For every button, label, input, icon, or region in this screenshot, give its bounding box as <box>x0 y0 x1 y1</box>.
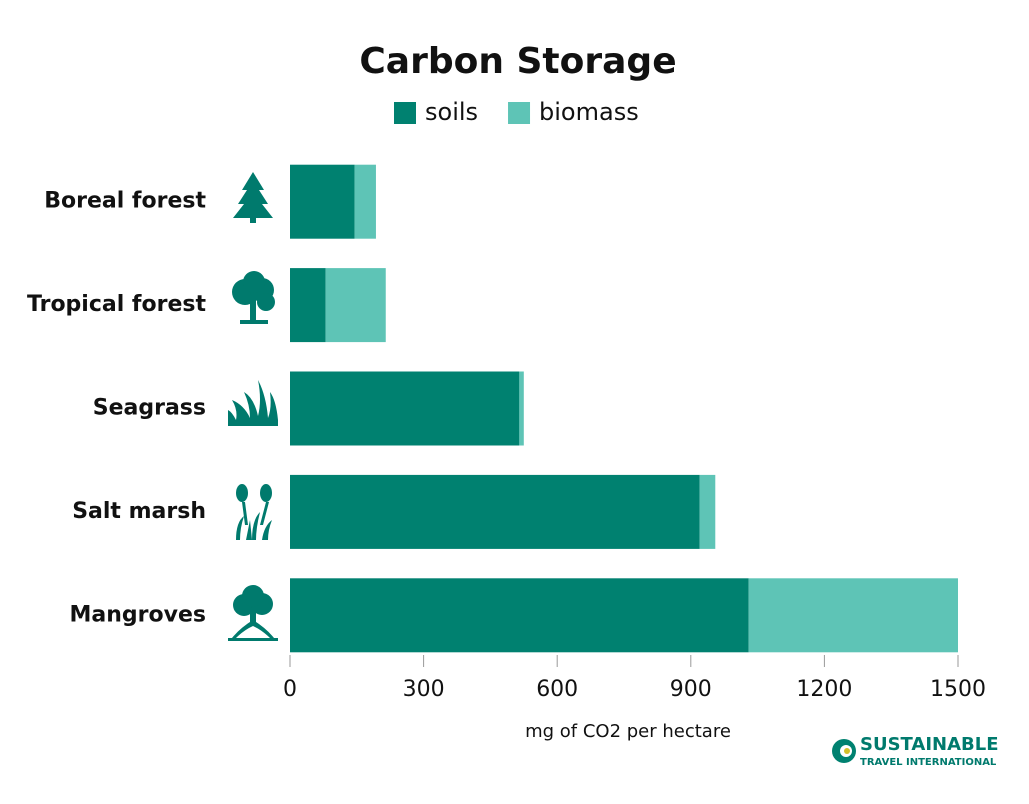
x-axis-label: mg of CO2 per hectare <box>525 721 731 742</box>
bar-segment <box>290 474 700 549</box>
bar-segment <box>290 164 355 239</box>
legend-swatch <box>508 102 531 124</box>
x-tick-label: 300 <box>403 677 445 702</box>
bar-segment <box>354 164 376 239</box>
bar-segment <box>519 371 524 446</box>
x-tick-label: 1200 <box>796 677 852 702</box>
bar-segment <box>290 578 749 653</box>
chart-title: Carbon Storage <box>359 41 676 82</box>
x-tick-label: 0 <box>283 677 297 702</box>
icons <box>228 172 278 641</box>
logo-subtext: TRAVEL INTERNATIONAL <box>860 757 997 768</box>
bar-segment <box>325 268 386 343</box>
bar-segment <box>748 578 958 653</box>
cattail-icon <box>236 484 272 540</box>
bar-segment <box>699 474 716 549</box>
x-tick-label: 600 <box>536 677 578 702</box>
broadleaf-icon <box>232 271 275 324</box>
logo-mark-dot <box>844 748 850 754</box>
category-label: Salt marsh <box>72 499 206 524</box>
x-tick-label: 1500 <box>930 677 986 702</box>
logo-text: SUSTAINABLE <box>860 734 999 755</box>
legend-label: biomass <box>539 98 639 126</box>
x-tick-label: 900 <box>670 677 712 702</box>
logo: SUSTAINABLE TRAVEL INTERNATIONAL <box>832 734 999 768</box>
tree-icon <box>233 172 273 223</box>
category-label: Mangroves <box>70 602 206 627</box>
bar-segment <box>290 371 520 446</box>
legend: soils biomass <box>394 98 639 126</box>
legend-label: soils <box>425 98 478 126</box>
category-label: Boreal forest <box>44 189 206 214</box>
category-label: Tropical forest <box>27 292 206 317</box>
category-label: Seagrass <box>93 396 206 421</box>
seagrass-icon <box>228 380 278 426</box>
legend-swatch <box>394 102 416 124</box>
mangrove-icon <box>228 585 278 641</box>
bar-segment <box>290 268 326 343</box>
